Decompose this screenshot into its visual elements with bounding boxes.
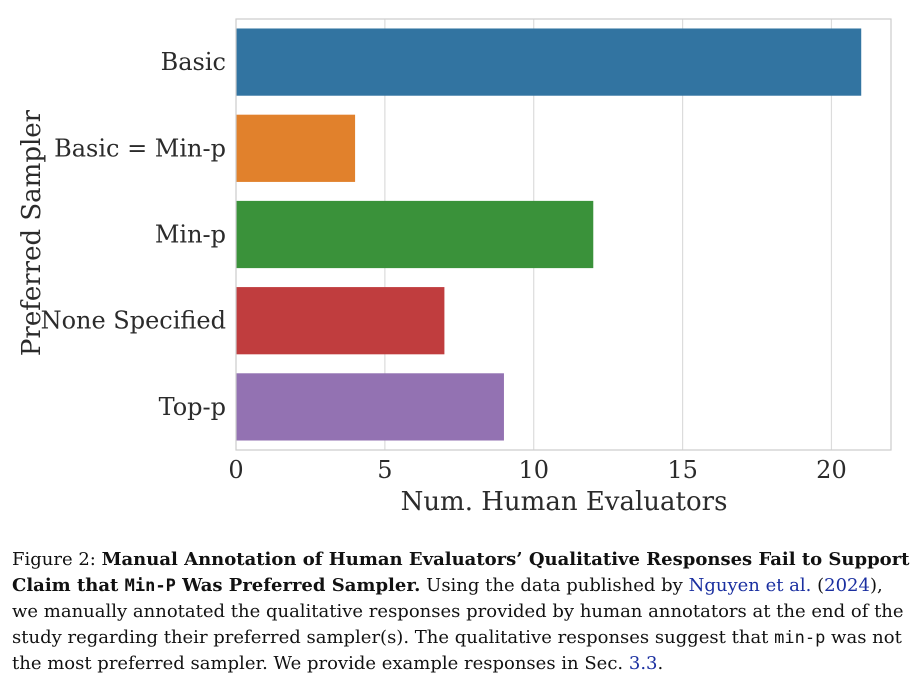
- x-tick-label: 0: [228, 456, 243, 484]
- citation-author-link[interactable]: Nguyen et al.: [688, 575, 812, 596]
- caption-figure-number: Figure 2:: [12, 549, 102, 570]
- bar: [236, 373, 504, 441]
- section-reference-link[interactable]: 3.3: [628, 653, 658, 674]
- x-tick-labels: 0 5 10 15 20: [228, 456, 846, 484]
- y-tick-label: Top-p: [159, 393, 226, 421]
- y-axis-title: Preferred Sampler: [17, 109, 47, 356]
- caption-text: Using the data published by: [420, 575, 689, 596]
- bar: [236, 28, 862, 96]
- y-tick-label: Basic: [161, 48, 226, 76]
- x-axis-title: Num. Human Evaluators: [401, 487, 728, 517]
- plot-frame: [235, 18, 892, 451]
- y-tick-label: None Specified: [41, 307, 226, 335]
- plot-border: [235, 18, 892, 451]
- x-tick-label: 20: [816, 456, 847, 484]
- x-tick-label: 5: [377, 456, 392, 484]
- bars: [236, 28, 862, 441]
- bar-chart: Basic Basic = Min-p Min-p None Specified Top…: [17, 18, 892, 517]
- bar: [236, 200, 594, 269]
- bar: [236, 287, 445, 355]
- y-tick-labels: Basic Basic = Min-p Min-p None Specified Top…: [41, 48, 226, 421]
- figure-caption: Figure 2: Manual Annotation of Human Eva…: [12, 549, 910, 674]
- y-tick-label: Min-p: [155, 221, 226, 249]
- inline-code: min-p: [774, 628, 826, 648]
- x-tick-label: 10: [518, 456, 549, 484]
- bar: [236, 114, 356, 182]
- citation-year-link[interactable]: 2024: [824, 575, 870, 596]
- x-tick-label: 15: [667, 456, 698, 484]
- caption-title: Manual Annotation of Human Evaluators’ Q…: [12, 549, 910, 596]
- y-tick-label: Basic = Min-p: [54, 134, 226, 162]
